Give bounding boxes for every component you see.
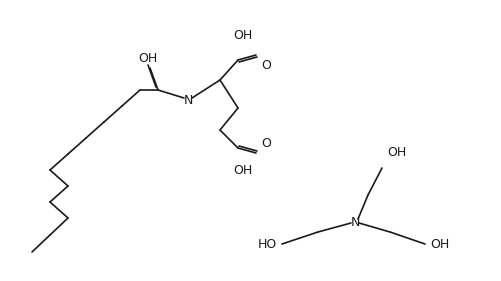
Text: HO: HO — [257, 239, 277, 251]
Text: OH: OH — [386, 146, 405, 158]
Text: O: O — [261, 137, 271, 149]
Text: OH: OH — [233, 28, 252, 42]
Text: OH: OH — [138, 51, 157, 65]
Text: N: N — [183, 94, 192, 106]
Text: O: O — [261, 58, 271, 71]
Text: OH: OH — [233, 164, 252, 176]
Text: N: N — [350, 216, 359, 228]
Text: OH: OH — [429, 239, 448, 251]
